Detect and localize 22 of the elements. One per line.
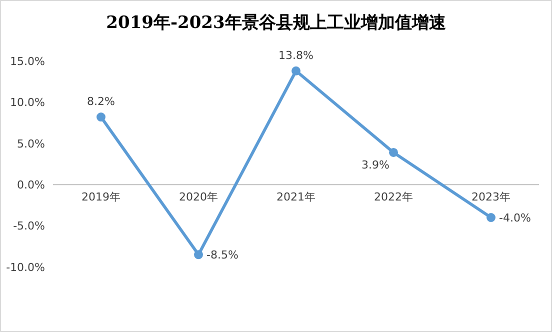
x-tick-label: 2019年: [82, 190, 120, 204]
point: [96, 112, 106, 122]
y-tick-label: 15.0%: [10, 54, 45, 68]
y-tick-label: 0.0%: [17, 178, 45, 192]
chart-title: 2019年-2023年景谷县规上工业增加值增速: [105, 12, 447, 34]
point: [194, 250, 203, 260]
point: [389, 148, 398, 157]
data-label: -4.0%: [499, 212, 531, 225]
y-tick-label: -5.0%: [13, 220, 45, 233]
x-tick-label: 2023年: [472, 190, 510, 204]
x-tick-label: 2020年: [179, 190, 218, 204]
data-label: 8.2%: [87, 95, 115, 108]
point: [486, 213, 496, 222]
x-tick-label: 2022年: [374, 190, 413, 204]
y-tick-label: -10.0%: [6, 260, 45, 274]
data-label: -8.5%: [206, 248, 238, 262]
y-tick-label: 5.0%: [17, 137, 45, 150]
x-tick-label: 2021年: [276, 190, 316, 204]
y-tick-label: 10.0%: [10, 96, 45, 110]
point: [292, 66, 300, 76]
data-label: 3.9%: [362, 158, 390, 172]
data-label: 13.8%: [278, 48, 314, 62]
